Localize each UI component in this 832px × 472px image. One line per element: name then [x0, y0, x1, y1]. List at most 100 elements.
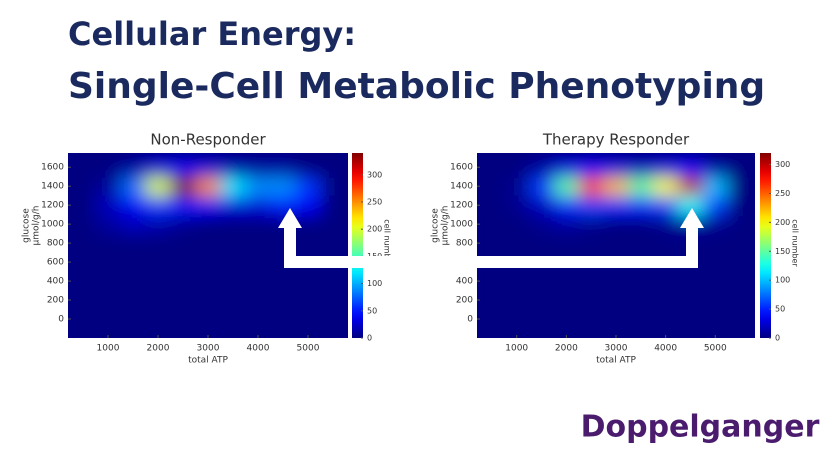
heatmap-cell — [702, 195, 729, 216]
heatmap-cell — [529, 233, 555, 254]
heatmap-cell — [220, 176, 246, 197]
heatmap-cell — [245, 271, 271, 292]
heatmap-cell — [320, 290, 346, 311]
heatmap-cell — [220, 157, 246, 178]
heatmap-cell — [702, 309, 729, 330]
heatmap-cell — [120, 309, 146, 330]
heatmap-cell — [145, 271, 171, 292]
heatmap-cell — [479, 290, 505, 311]
x-tick-label: 4000 — [247, 344, 270, 354]
heatmap-cell — [95, 233, 121, 254]
y-tick-label: 400 — [456, 277, 473, 287]
colorbar-tick-label: 100 — [367, 279, 382, 288]
heatmap-cell — [320, 176, 346, 197]
colorbar-label: cell number — [791, 219, 800, 267]
heatmap-cells — [479, 157, 754, 330]
heatmap-cell — [504, 309, 530, 330]
heatmap-cell — [578, 157, 605, 178]
heatmap-cell — [245, 290, 271, 311]
heatmap — [479, 157, 754, 330]
heatmap-cell — [479, 214, 505, 235]
heatmap-cell — [295, 195, 321, 216]
colorbar-tick-label: 0 — [367, 334, 372, 343]
heatmap-cell — [603, 271, 629, 292]
heatmap-cell — [95, 271, 121, 292]
heatmap-cell — [295, 290, 321, 311]
heatmap-cells — [70, 157, 346, 330]
heatmap-cell — [145, 157, 171, 178]
heatmap-cell — [295, 233, 321, 254]
heatmap-cell — [678, 309, 704, 330]
heatmap-cell — [553, 157, 580, 178]
heatmap-cell — [145, 176, 171, 197]
heatmap-cell — [70, 195, 96, 216]
heatmap-cell — [320, 157, 346, 178]
heatmap-cell — [553, 309, 580, 330]
heatmap-cell — [727, 214, 754, 235]
heatmap-cell — [295, 214, 321, 235]
chart-title: Non-Responder — [150, 131, 266, 149]
y-tick-label: 0 — [467, 315, 473, 325]
heatmap-cell — [120, 233, 146, 254]
x-tick-label: 2000 — [555, 344, 578, 354]
heatmap-cell — [170, 252, 196, 273]
heatmap-cell — [504, 271, 530, 292]
heatmap-cell — [529, 157, 555, 178]
heatmap-cell — [529, 195, 555, 216]
heatmap-cell — [270, 157, 296, 178]
heatmap-cell — [479, 233, 505, 254]
heatmap-cell — [120, 271, 146, 292]
heatmap-cell — [95, 290, 121, 311]
heatmap-cell — [727, 233, 754, 254]
heatmap-cell — [578, 271, 605, 292]
y-tick-label: 1000 — [41, 220, 64, 230]
y-tick-label: 1400 — [450, 182, 473, 192]
heatmap-cell — [702, 157, 729, 178]
heatmap-cell — [553, 233, 580, 254]
heatmap-cell — [195, 157, 221, 178]
heatmap-cell — [70, 290, 96, 311]
heatmap-cell — [727, 271, 754, 292]
heatmap-cell — [195, 271, 221, 292]
heatmap-cell — [320, 214, 346, 235]
heatmap-cell — [702, 252, 729, 273]
heatmap-cell — [270, 309, 296, 330]
heatmap-cell — [653, 271, 679, 292]
heatmap-cell — [578, 309, 605, 330]
heatmap-cell — [678, 157, 704, 178]
heatmap-cell — [479, 157, 505, 178]
heatmap-cell — [479, 271, 505, 292]
heatmap-cell — [170, 195, 196, 216]
heatmap-cell — [603, 309, 629, 330]
heatmap-cell — [220, 252, 246, 273]
heatmap-cell — [170, 309, 196, 330]
x-tick-label: 3000 — [605, 344, 628, 354]
heatmap-cell — [320, 271, 346, 292]
x-tick-label: 5000 — [297, 344, 320, 354]
colorbar — [352, 153, 363, 338]
colorbar-tick-label: 0 — [775, 334, 780, 343]
heatmap-cell — [195, 252, 221, 273]
heatmap-cell — [678, 176, 704, 197]
heatmap-cell — [295, 157, 321, 178]
heatmap-cell — [479, 309, 505, 330]
heatmap-cell — [678, 195, 704, 216]
brand-logo: Doppelganger — [581, 410, 820, 445]
colorbar-tick-label: 250 — [367, 197, 382, 206]
slide-subtitle: Single-Cell Metabolic Phenotyping — [68, 66, 765, 107]
heatmap-cell — [578, 195, 605, 216]
heatmap-cell — [553, 271, 580, 292]
heatmap-cell — [120, 290, 146, 311]
heatmap-cell — [245, 309, 271, 330]
heatmap-cell — [220, 271, 246, 292]
heatmap-cell — [195, 176, 221, 197]
heatmap-cell — [702, 176, 729, 197]
heatmap-cell — [170, 176, 196, 197]
y-tick-label: 600 — [47, 258, 64, 268]
heatmap-cell — [245, 157, 271, 178]
heatmap-cell — [245, 214, 271, 235]
heatmap-cell — [702, 271, 729, 292]
heatmap-cell — [653, 157, 679, 178]
heatmap-cell — [578, 214, 605, 235]
